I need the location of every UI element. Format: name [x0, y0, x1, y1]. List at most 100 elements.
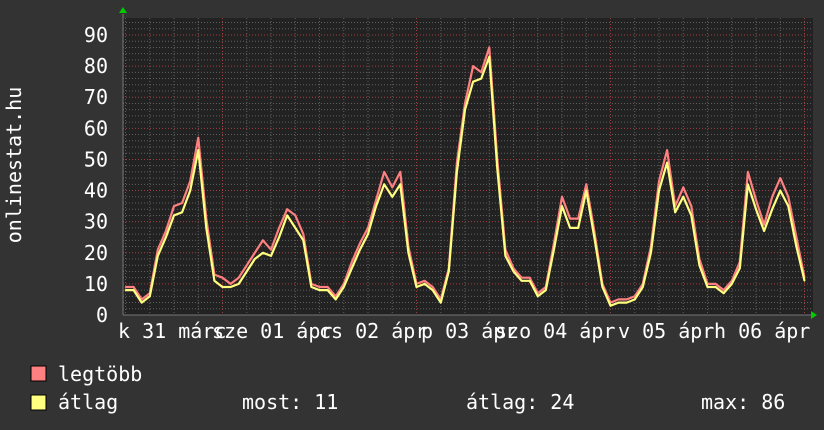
data-point [601, 286, 604, 288]
data-point [278, 227, 280, 229]
data-point [165, 236, 167, 239]
data-point [237, 276, 240, 279]
data-point [423, 283, 426, 285]
data-point [431, 286, 434, 288]
data-point [286, 208, 288, 211]
data-point [140, 298, 143, 301]
data-point [504, 255, 507, 257]
data-point [617, 301, 620, 304]
data-point [245, 270, 248, 273]
data-point [140, 301, 143, 304]
y-tick-label: 20 [84, 241, 108, 265]
data-point [359, 248, 361, 251]
x-tick-label: p 03 ápr [421, 319, 517, 343]
data-point [456, 171, 458, 173]
data-point [124, 289, 127, 291]
data-point [520, 279, 523, 282]
data-point [270, 248, 272, 251]
data-point [132, 286, 135, 288]
data-point [221, 276, 224, 279]
data-point [472, 65, 474, 67]
data-point [803, 279, 806, 282]
y-axis-ticks: 0 10 20 30 40 50 60 70 80 90 [84, 23, 108, 327]
x-tick-label: sze 01 ápr [212, 319, 332, 343]
data-point [245, 264, 248, 267]
data-point [714, 283, 717, 285]
data-point [254, 251, 256, 254]
x-tick-label: h 06 ápr [714, 319, 810, 343]
data-point [609, 304, 612, 307]
data-point [181, 211, 183, 214]
y-tick-label: 60 [84, 116, 108, 140]
data-point [367, 227, 369, 229]
data-point [415, 286, 418, 288]
data-point [318, 286, 321, 288]
data-point [553, 248, 555, 251]
data-point [229, 283, 232, 285]
data-point [391, 195, 394, 198]
data-point [221, 286, 224, 288]
data-point [698, 264, 701, 267]
data-point [173, 214, 175, 217]
data-point [157, 255, 159, 257]
data-point [205, 227, 208, 229]
data-point [536, 295, 539, 298]
y-tick-label: 70 [84, 85, 108, 109]
data-point [213, 279, 216, 282]
data-point [399, 183, 402, 186]
data-point [795, 245, 798, 248]
data-point [294, 227, 297, 229]
legend-swatch-max [30, 365, 47, 382]
stat-now: most: 11 [242, 390, 338, 414]
data-point [342, 286, 345, 288]
data-point [334, 298, 337, 301]
data-point [375, 205, 377, 207]
data-point [633, 295, 636, 298]
stat-max: max: 86 [701, 390, 785, 414]
y-tick-label: 30 [84, 210, 108, 234]
data-point [294, 214, 297, 217]
data-point [375, 199, 377, 201]
data-point [747, 183, 749, 186]
data-point [148, 295, 151, 298]
data-point [569, 227, 571, 229]
data-point [262, 251, 264, 254]
data-point [302, 239, 305, 242]
data-point [690, 205, 693, 207]
data-point [310, 286, 313, 288]
data-point [383, 171, 385, 173]
data-point [189, 189, 191, 192]
data-point [359, 242, 361, 245]
data-point [569, 217, 571, 220]
x-tick-label: v 05 ápr [618, 319, 714, 343]
data-point [197, 136, 200, 139]
data-point [633, 298, 636, 301]
data-point [585, 183, 588, 186]
x-tick-label: k 31 márc [118, 319, 226, 343]
data-point [682, 186, 685, 189]
data-point [157, 248, 159, 251]
data-point [593, 236, 596, 239]
data-point [561, 205, 563, 207]
plot-area [123, 18, 813, 315]
data-point [423, 279, 426, 282]
legend-label-max: legtöbb [58, 362, 142, 386]
data-point [439, 301, 442, 304]
data-point [496, 167, 499, 170]
data-point [585, 189, 588, 192]
data-point [448, 270, 450, 273]
data-point [666, 149, 668, 151]
data-point [690, 214, 693, 217]
data-point [787, 195, 790, 198]
data-point [682, 195, 685, 198]
legend-swatch-avg [30, 394, 47, 411]
data-point [755, 208, 757, 211]
data-point [722, 292, 725, 295]
data-point [181, 202, 183, 204]
data-point [771, 195, 773, 198]
data-point [367, 233, 369, 235]
data-point [229, 286, 232, 288]
data-point [197, 149, 200, 151]
data-point [480, 77, 482, 80]
